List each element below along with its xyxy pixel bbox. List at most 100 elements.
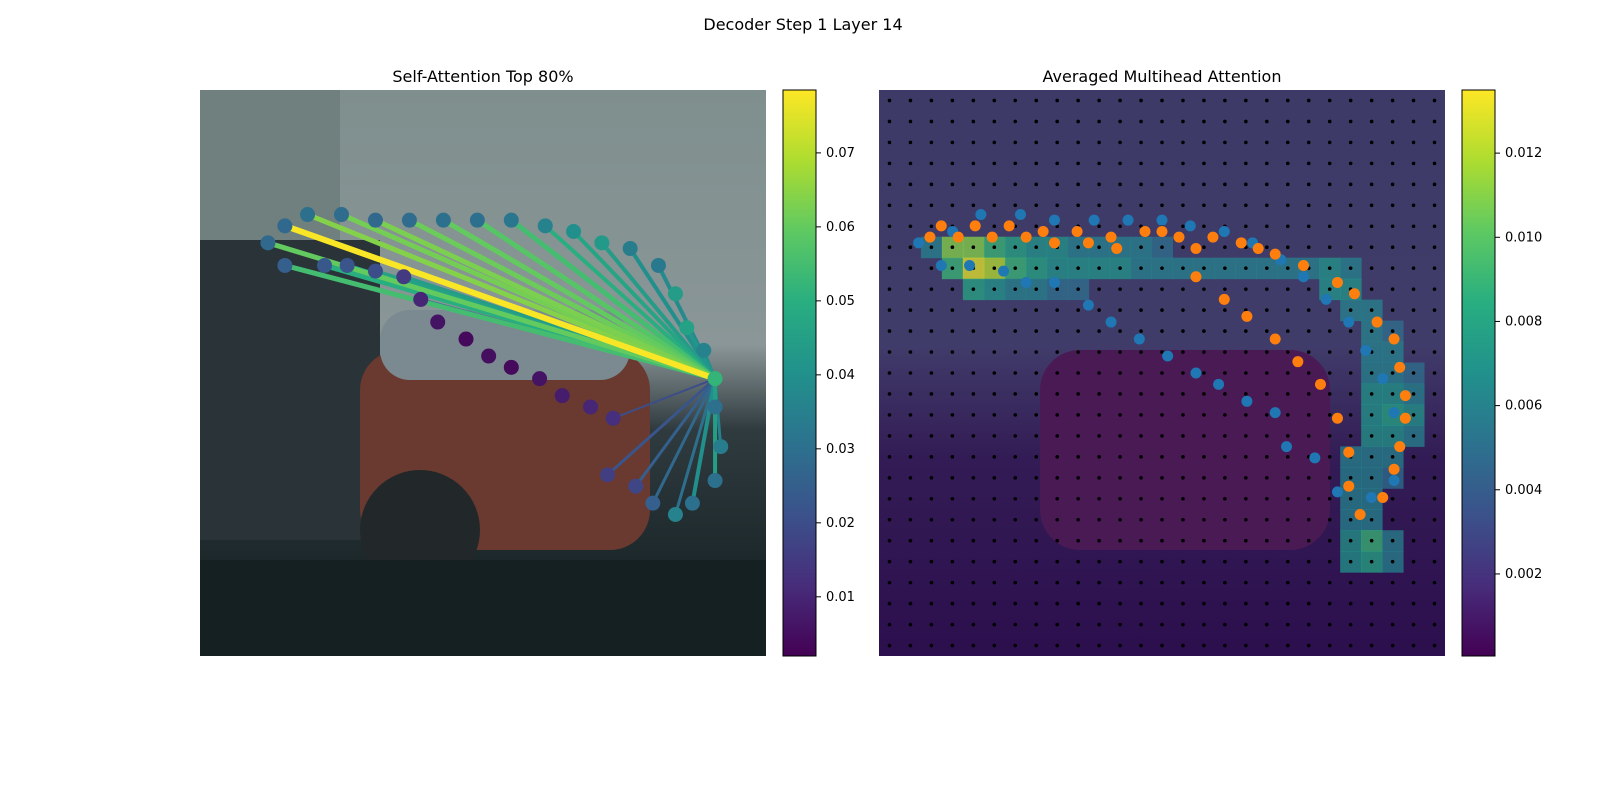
grid-dot: [1139, 308, 1143, 312]
grid-dot: [1369, 580, 1374, 585]
blue-point: [1360, 344, 1372, 356]
grid-dot: [1139, 643, 1143, 648]
grid-dot: [1097, 392, 1101, 396]
grid-dot: [1327, 266, 1332, 270]
grid-dot: [1034, 622, 1039, 627]
grid-dot: [1369, 182, 1374, 187]
grid-dot: [1076, 413, 1080, 417]
grid-dot: [1390, 266, 1395, 270]
grid-dot: [1285, 371, 1290, 375]
grid-dot: [1181, 308, 1185, 312]
blue-point: [1365, 492, 1377, 504]
blue-point: [1122, 214, 1134, 226]
orange-point: [1190, 242, 1202, 254]
grid-dot: [1097, 266, 1101, 270]
grid-dot: [1181, 434, 1185, 438]
grid-dot: [1076, 496, 1080, 501]
grid-dot: [1265, 182, 1269, 187]
grid-dot: [887, 392, 892, 396]
grid-dot: [1306, 517, 1311, 522]
grid-dot: [950, 496, 955, 501]
grid-dot: [992, 98, 997, 103]
grid-dot: [1055, 496, 1059, 501]
grid-dot: [950, 413, 955, 417]
grid-dot: [1055, 622, 1059, 627]
grid-dot: [929, 245, 934, 250]
grid-dot: [1223, 161, 1227, 166]
grid-dot: [1285, 476, 1290, 480]
grid-dot: [1097, 622, 1101, 627]
grid-dot: [1327, 622, 1332, 627]
orange-point: [1218, 293, 1230, 305]
grid-dot: [950, 455, 955, 459]
grid-dot: [950, 329, 955, 333]
grid-dot: [1327, 308, 1332, 312]
grid-dot: [1432, 329, 1437, 333]
grid-dot: [1118, 517, 1122, 522]
attention-point: [667, 286, 683, 302]
attention-point: [679, 320, 695, 336]
grid-dot: [1285, 161, 1290, 166]
grid-dot: [1118, 308, 1122, 312]
grid-dot: [1285, 643, 1290, 648]
grid-dot: [1390, 350, 1395, 354]
grid-dot: [887, 224, 892, 229]
grid-dot: [1160, 98, 1164, 103]
grid-dot: [908, 98, 913, 103]
grid-dot: [1348, 580, 1353, 585]
grid-dot: [1223, 371, 1227, 375]
grid-dot: [1348, 224, 1353, 229]
grid-dot: [1202, 119, 1206, 124]
orange-point: [1394, 361, 1406, 373]
attention-point: [696, 342, 712, 358]
grid-dot: [1369, 476, 1374, 480]
grid-dot: [1097, 643, 1101, 648]
grid-dot: [992, 622, 997, 627]
grid-dot: [1369, 329, 1374, 333]
grid-dot: [1139, 559, 1143, 564]
grid-dot: [1432, 224, 1437, 229]
grid-dot: [887, 161, 892, 166]
orange-point: [1388, 463, 1400, 475]
grid-dot: [1390, 98, 1395, 103]
grid-dot: [1285, 434, 1290, 438]
grid-dot: [1076, 119, 1080, 124]
grid-dot: [1285, 601, 1290, 606]
grid-dot: [1327, 350, 1332, 354]
grid-dot: [929, 538, 934, 543]
grid-dot: [971, 371, 976, 375]
grid-dot: [1411, 203, 1416, 208]
grid-dot: [929, 601, 934, 606]
attention-point: [277, 257, 293, 273]
grid-dot: [992, 434, 997, 438]
grid-dot: [1160, 580, 1164, 585]
right-colorbar-tick-label: 0.002: [1505, 567, 1542, 582]
grid-dot: [1432, 140, 1437, 145]
grid-dot: [887, 517, 892, 522]
grid-dot: [1390, 224, 1395, 229]
grid-dot: [1285, 496, 1290, 501]
grid-dot: [1013, 538, 1018, 543]
grid-dot: [1390, 538, 1395, 543]
grid-dot: [992, 119, 997, 124]
left-colorbar-tick-label: 0.04: [826, 368, 855, 383]
grid-dot: [1348, 203, 1353, 208]
grid-dot: [1369, 517, 1374, 522]
grid-dot: [1306, 643, 1311, 648]
attention-edge: [306, 212, 716, 381]
grid-dot: [887, 476, 892, 480]
grid-dot: [1411, 434, 1416, 438]
grid-dot: [1390, 496, 1395, 501]
grid-dot: [1265, 476, 1269, 480]
grid-dot: [1244, 161, 1248, 166]
grid-dot: [1369, 434, 1374, 438]
grid-dot: [971, 161, 976, 166]
grid-dot: [1432, 622, 1437, 627]
grid-dot: [971, 517, 976, 522]
grid-dot: [1076, 98, 1080, 103]
grid-dot: [1265, 559, 1269, 564]
left-colorbar-tick-label: 0.01: [826, 590, 855, 605]
grid-dot: [1055, 161, 1059, 166]
grid-dot: [887, 350, 892, 354]
grid-dot: [908, 308, 913, 312]
